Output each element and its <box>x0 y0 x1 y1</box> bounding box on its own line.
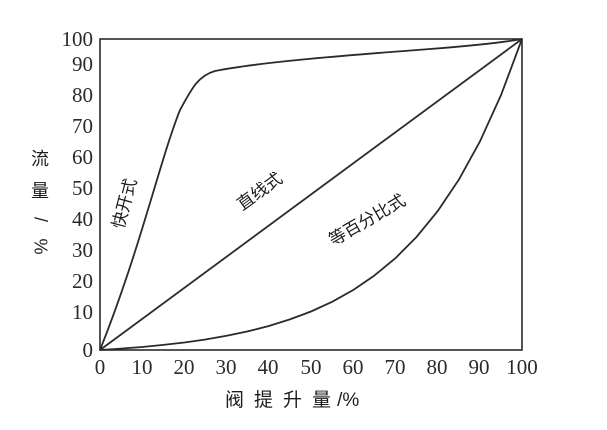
svg-text:0: 0 <box>95 355 106 379</box>
svg-text:等百分比式: 等百分比式 <box>326 191 409 250</box>
svg-text:80: 80 <box>72 83 93 107</box>
svg-text:0: 0 <box>83 338 94 362</box>
svg-text:90: 90 <box>469 355 490 379</box>
svg-text:70: 70 <box>385 355 406 379</box>
svg-text:10: 10 <box>72 300 93 324</box>
svg-text:60: 60 <box>72 145 93 169</box>
svg-text:快开式: 快开式 <box>109 176 141 230</box>
svg-text:10: 10 <box>132 355 153 379</box>
svg-text:40: 40 <box>258 355 279 379</box>
svg-text:100: 100 <box>506 355 538 379</box>
svg-text:直线式: 直线式 <box>234 169 286 214</box>
svg-text:30: 30 <box>72 238 93 262</box>
svg-text:60: 60 <box>343 355 364 379</box>
svg-text:30: 30 <box>216 355 237 379</box>
svg-text:20: 20 <box>174 355 195 379</box>
svg-text:90: 90 <box>72 52 93 76</box>
svg-text:100: 100 <box>62 27 94 51</box>
svg-text:50: 50 <box>301 355 322 379</box>
svg-text:40: 40 <box>72 207 93 231</box>
svg-text:20: 20 <box>72 269 93 293</box>
svg-text:70: 70 <box>72 114 93 138</box>
svg-text:50: 50 <box>72 176 93 200</box>
svg-text:80: 80 <box>427 355 448 379</box>
